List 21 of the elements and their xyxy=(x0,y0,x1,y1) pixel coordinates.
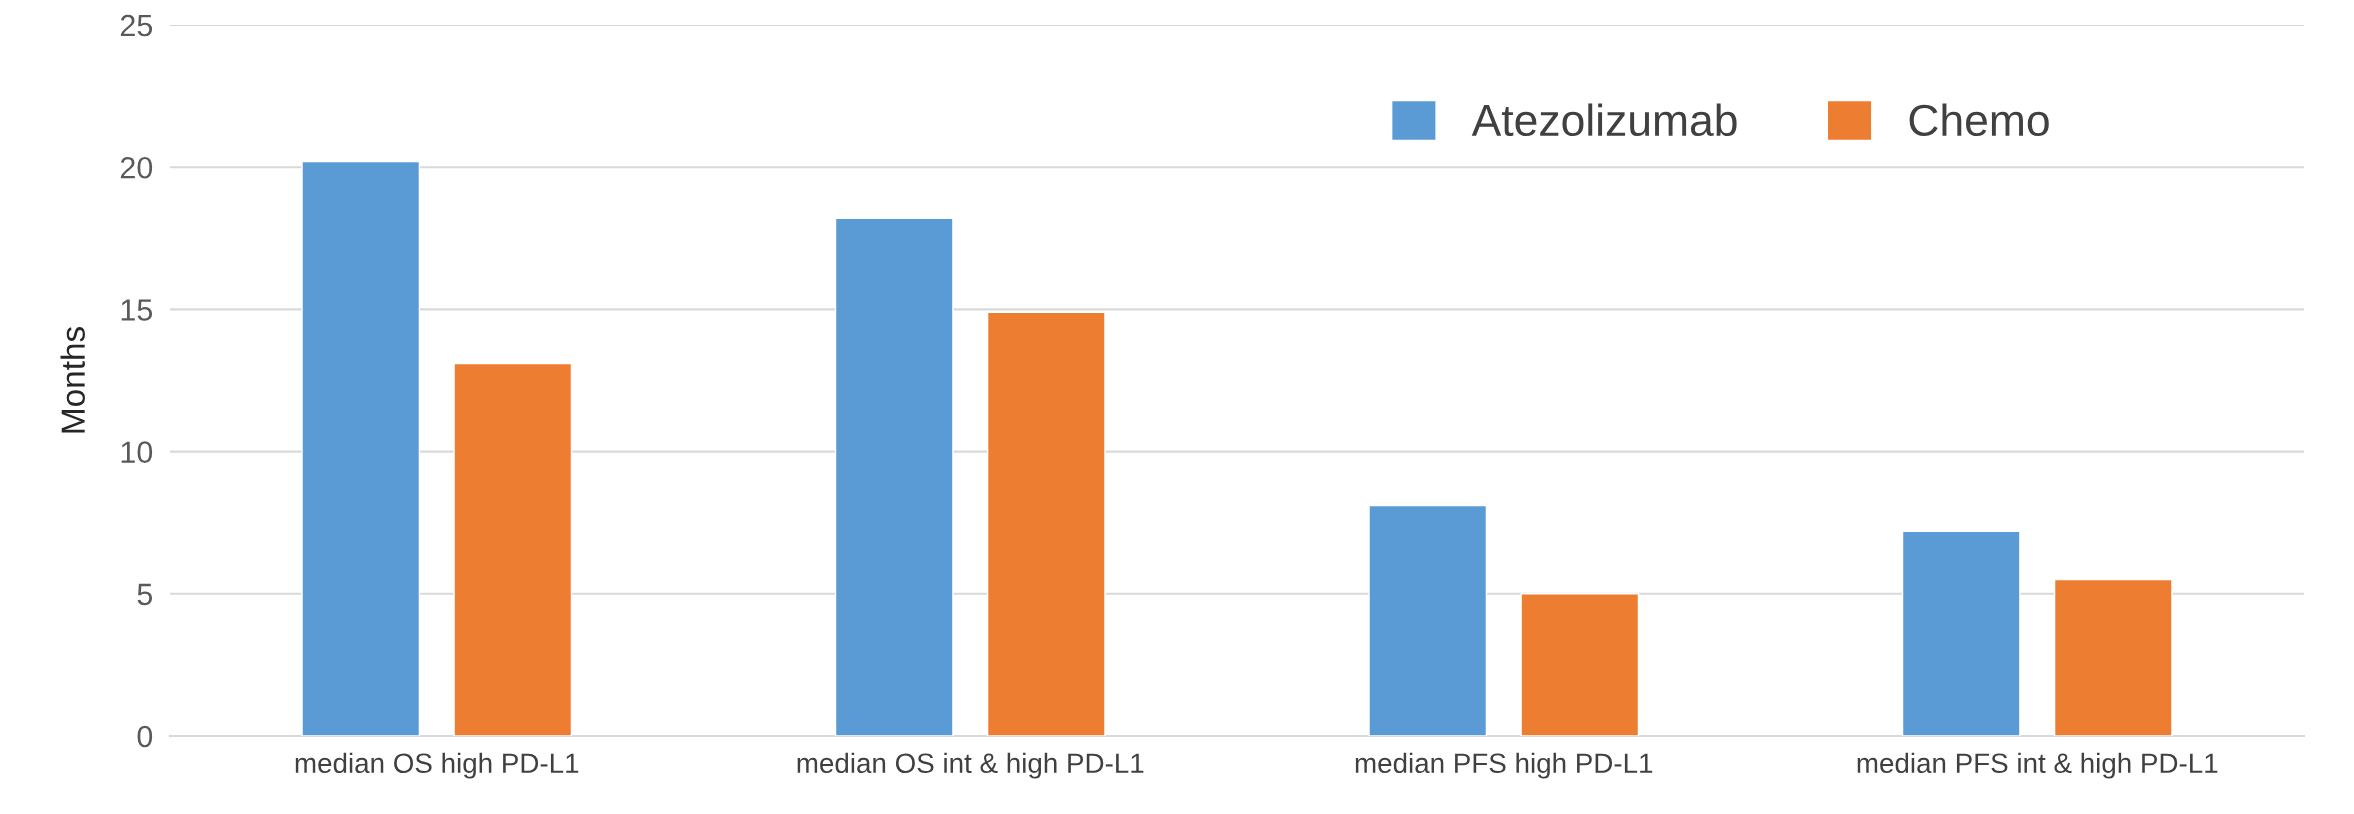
y-axis-title: Months xyxy=(60,327,85,433)
y-tick-label: 25 xyxy=(120,14,153,37)
bar xyxy=(986,311,1106,736)
x-tick-label: median PFS int & high PD-L1 xyxy=(1857,752,2218,779)
x-tick-label: median OS high PD-L1 xyxy=(295,752,579,779)
bar xyxy=(1520,593,1640,736)
y-tick-label: 5 xyxy=(137,583,153,606)
x-tick-label: median PFS high PD-L1 xyxy=(1355,752,1653,779)
bar xyxy=(1901,530,2021,736)
y-tick-label: 15 xyxy=(121,299,153,321)
bar xyxy=(453,362,573,736)
y-tick-label: 0 xyxy=(137,725,153,748)
x-tick-label: median OS int & high PD-L1 xyxy=(797,752,1144,779)
bar xyxy=(301,160,421,736)
bar xyxy=(1368,504,1488,736)
bar xyxy=(834,217,954,736)
legend-label: Atezolizumab xyxy=(1471,103,1737,137)
bar xyxy=(2053,578,2173,736)
y-tick-label: 20 xyxy=(120,156,153,179)
y-tick-label: 10 xyxy=(121,441,153,463)
legend-label: Chemo xyxy=(1909,103,2049,137)
